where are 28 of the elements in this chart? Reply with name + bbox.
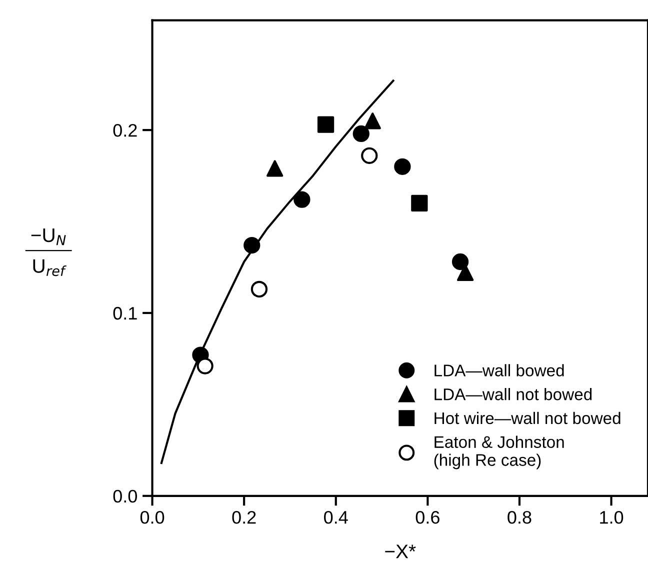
- legend-label: LDA—wall not bowed: [434, 388, 592, 400]
- point: [361, 147, 378, 164]
- point: [294, 191, 310, 208]
- point: [352, 125, 370, 142]
- y-tick-label: 0.0: [113, 490, 137, 503]
- point: [364, 112, 381, 130]
- x-tick-label: 0.2: [232, 510, 256, 524]
- legend-label: LDA—wall bowed: [434, 364, 564, 376]
- x-tick-label: 0.0: [140, 510, 164, 524]
- x-axis-title: −X*: [385, 544, 416, 558]
- point: [411, 194, 428, 212]
- point: [266, 160, 284, 177]
- x-tick-label: 0.4: [324, 510, 348, 524]
- x-tick-label: 1.0: [600, 510, 624, 524]
- legend-label: Eaton & Johnston (high Re case): [434, 436, 564, 470]
- y-tick-label: 0.2: [113, 124, 137, 137]
- legend-label: Hot wire—wall not bowed: [434, 412, 620, 424]
- text: −U$_{N}$ U$_{ref}$: [31, 228, 66, 276]
- y-tick-label: 0.1: [113, 306, 137, 320]
- x-tick-label: 0.6: [416, 510, 440, 524]
- point: [196, 358, 214, 374]
- point: [452, 253, 469, 270]
- point: [250, 280, 268, 298]
- x-tick-label: 0.8: [508, 510, 532, 524]
- point: [394, 158, 411, 175]
- point: [317, 116, 334, 133]
- point: [244, 236, 260, 254]
- line-series: [160, 80, 394, 464]
